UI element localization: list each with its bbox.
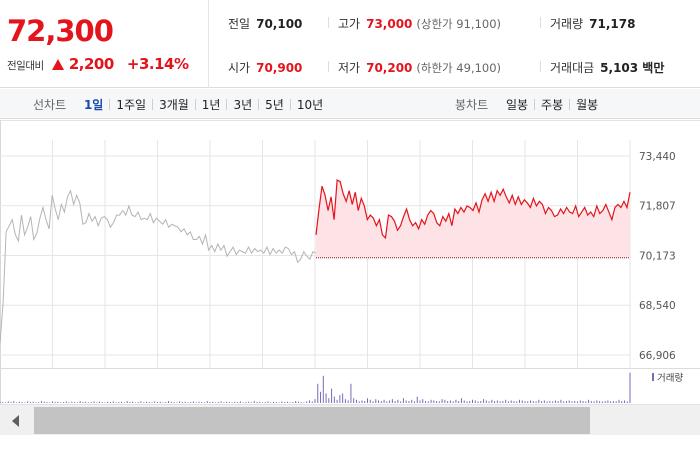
quote-info-table: 전일 70,100 고가 73,000 (상한가 91,100) 거래량 71,178 … bbox=[210, 0, 700, 88]
info-value: 70,900 bbox=[256, 61, 303, 75]
info-value: 70,100 bbox=[256, 17, 303, 31]
tab-5-year[interactable]: 5년 bbox=[265, 98, 284, 112]
tab-3-year[interactable]: 3년 bbox=[233, 98, 253, 112]
candle-chart-title: 봉차트 bbox=[455, 98, 489, 112]
quote-header: 72,300 전일대비 2,200 +3.14% 전일 70,100 고가 73,0… bbox=[0, 0, 700, 88]
change-label: 전일대비 bbox=[7, 60, 44, 72]
info-cell-trade-amount: 거래대금 5,103 백만 bbox=[550, 59, 664, 76]
chart-scrollbar[interactable] bbox=[0, 404, 700, 435]
tab-3-month[interactable]: 3개월 bbox=[159, 98, 189, 112]
tab-1-week[interactable]: 1주일 bbox=[116, 98, 147, 112]
info-value: 73,000 bbox=[366, 17, 413, 31]
y-tick-label: 70,173 bbox=[639, 251, 676, 263]
line-chart-title: 선차트 bbox=[33, 98, 67, 112]
divider bbox=[540, 61, 541, 72]
tab-daily-candle[interactable]: 일봉 bbox=[505, 98, 529, 112]
tab-1-day[interactable]: 1일 bbox=[83, 98, 104, 112]
tab-divider bbox=[152, 99, 154, 110]
divider bbox=[540, 17, 541, 28]
price-chart-svg: 73,440 71,807 70,173 68,540 66,906 거래량 bbox=[0, 120, 700, 404]
tab-divider bbox=[194, 99, 196, 110]
tab-divider bbox=[258, 99, 260, 110]
series-line-prev-day bbox=[0, 189, 317, 344]
info-label: 저가 bbox=[338, 61, 361, 75]
info-label: 거래량 bbox=[550, 17, 584, 31]
tab-divider bbox=[109, 99, 111, 110]
info-cell-volume: 거래량 71,178 bbox=[550, 15, 635, 32]
info-sub: (상한가 91,100) bbox=[416, 17, 502, 31]
series-area-today bbox=[316, 180, 630, 258]
scroll-thumb[interactable] bbox=[34, 407, 590, 434]
line-chart-tabs: 선차트 1일 1주일 3개월 1년 3년 5년 10년 bbox=[33, 96, 323, 113]
scroll-left-button[interactable] bbox=[0, 405, 30, 436]
info-cell-open: 시가 70,900 bbox=[228, 59, 302, 76]
change-value: 2,200 bbox=[68, 55, 114, 73]
tab-10-year[interactable]: 10년 bbox=[296, 98, 324, 112]
info-sub: (하한가 49,100) bbox=[416, 61, 502, 75]
tab-divider bbox=[289, 99, 291, 110]
up-arrow-icon bbox=[51, 59, 64, 70]
divider bbox=[328, 61, 329, 72]
tab-1-year[interactable]: 1년 bbox=[201, 98, 221, 112]
info-cell-high: 고가 73,000 (상한가 91,100) bbox=[338, 15, 501, 32]
volume-legend-label: 거래량 bbox=[657, 372, 683, 384]
info-label: 거래대금 bbox=[550, 61, 595, 75]
change-percent: +3.14% bbox=[126, 55, 189, 73]
info-value: 71,178 bbox=[589, 17, 636, 31]
volume-legend-swatch bbox=[652, 373, 654, 381]
info-value: 70,200 bbox=[366, 61, 413, 75]
info-value: 5,103 백만 bbox=[600, 61, 665, 75]
info-cell-prev-close: 전일 70,100 bbox=[228, 15, 302, 32]
y-tick-label: 66,906 bbox=[639, 350, 676, 362]
change-row: 전일대비 2,200 +3.14% bbox=[7, 54, 189, 73]
chart-period-tabs: 선차트 1일 1주일 3개월 1년 3년 5년 10년 봉차트 일봉 주봉 월봉 bbox=[0, 89, 700, 119]
info-label: 고가 bbox=[338, 17, 361, 31]
scroll-left-arrow-icon bbox=[11, 414, 19, 427]
price-chart[interactable]: 73,440 71,807 70,173 68,540 66,906 거래량 bbox=[0, 120, 700, 405]
tab-monthly-candle[interactable]: 월봉 bbox=[576, 98, 599, 112]
candle-chart-tabs: 봉차트 일봉 주봉 월봉 bbox=[455, 96, 598, 113]
info-cell-low: 저가 70,200 (하한가 49,100) bbox=[338, 59, 501, 76]
tab-divider bbox=[534, 99, 536, 110]
info-row: 전일 70,100 고가 73,000 (상한가 91,100) 거래량 71,178 bbox=[210, 0, 700, 44]
y-tick-label: 68,540 bbox=[639, 300, 676, 312]
tab-weekly-candle[interactable]: 주봉 bbox=[541, 98, 564, 112]
series-line-today bbox=[315, 179, 631, 240]
current-price: 72,300 bbox=[7, 14, 114, 48]
info-row: 시가 70,900 저가 70,200 (하한가 49,100) 거래대금 5,103 … bbox=[210, 44, 700, 88]
tab-divider bbox=[226, 99, 228, 110]
tab-divider bbox=[569, 99, 571, 110]
divider bbox=[328, 17, 329, 28]
info-label: 전일 bbox=[228, 17, 251, 31]
price-summary: 72,300 전일대비 2,200 +3.14% bbox=[0, 0, 209, 88]
info-label: 시가 bbox=[228, 61, 251, 75]
y-tick-label: 71,807 bbox=[639, 201, 676, 213]
y-tick-label: 73,440 bbox=[639, 151, 676, 163]
